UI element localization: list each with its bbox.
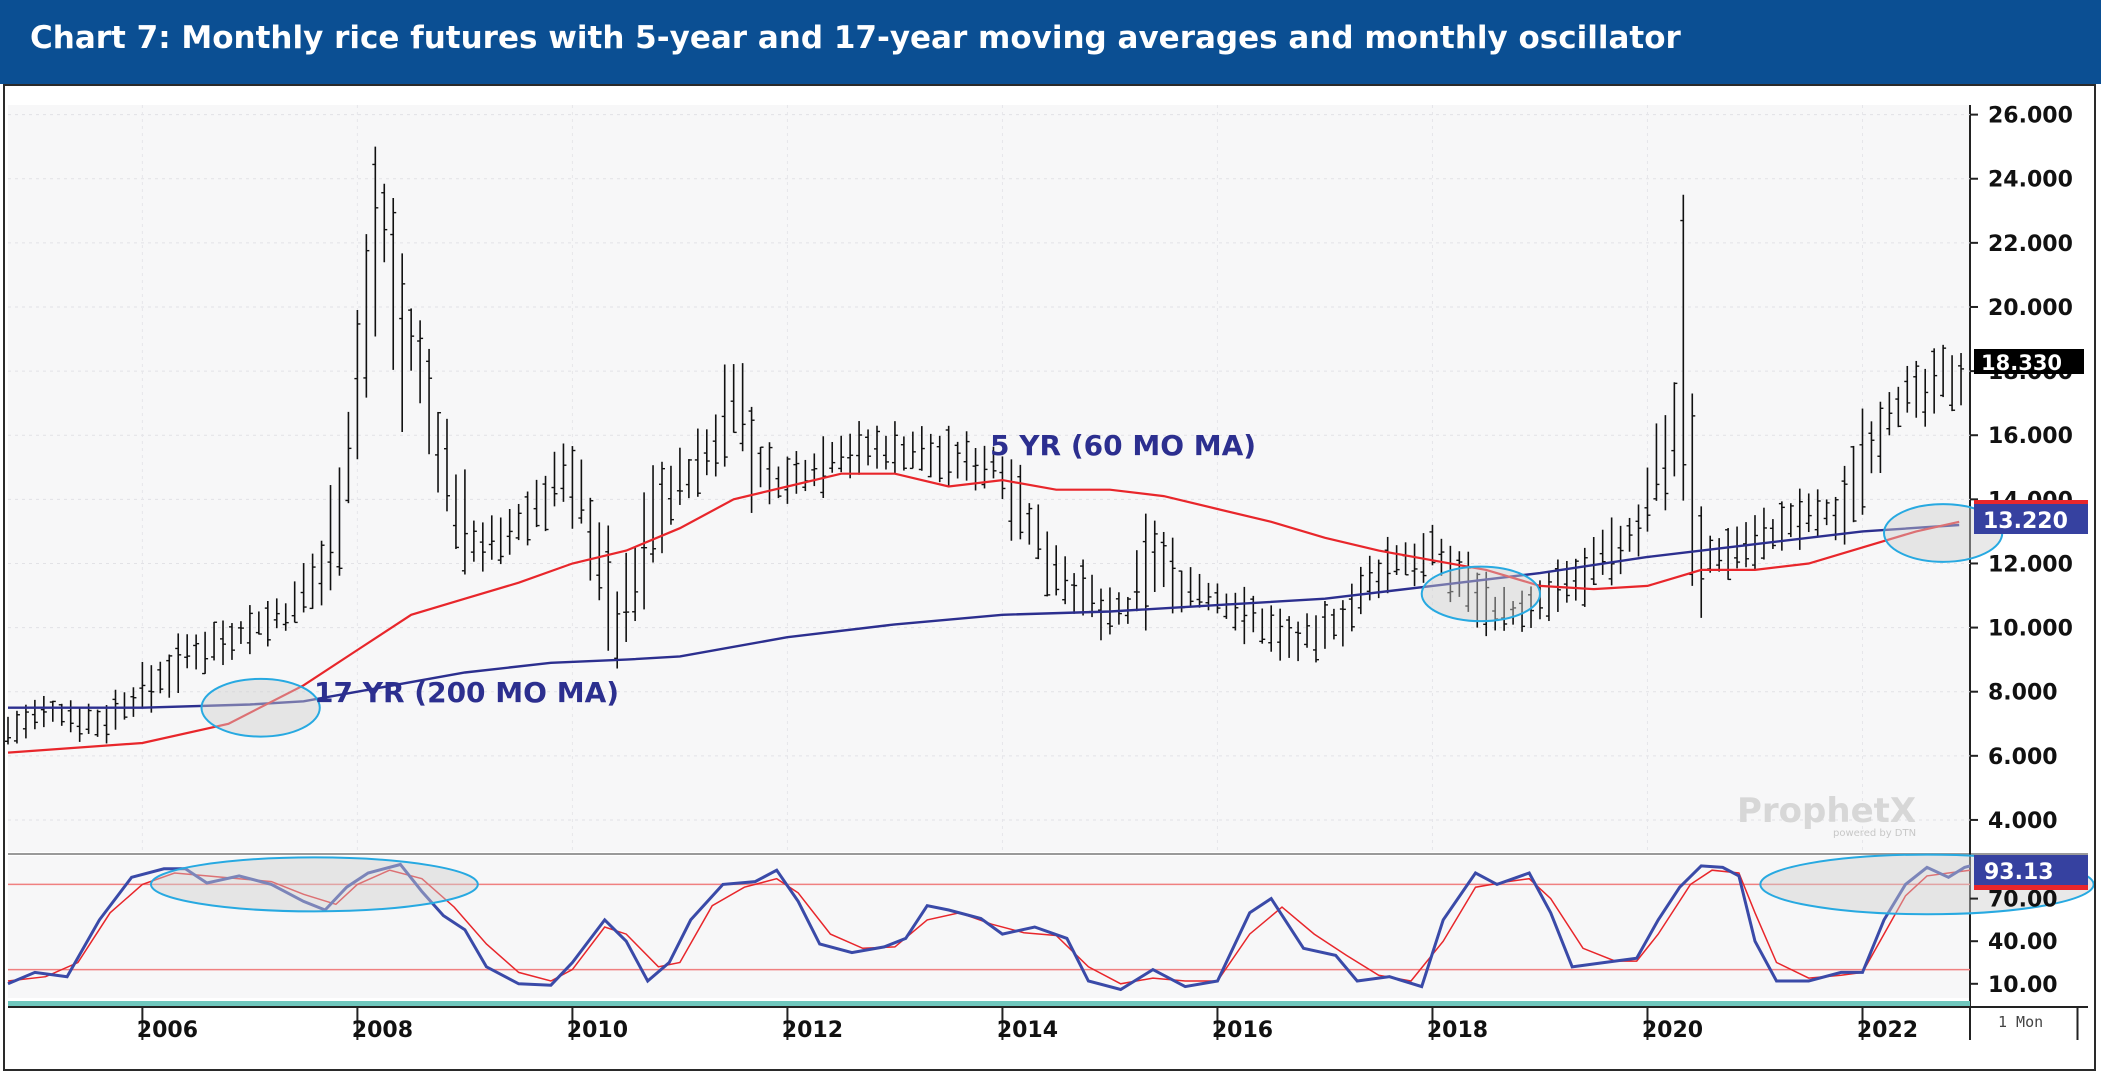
watermark-tagline: powered by DTN — [1833, 828, 1916, 839]
last-price-label: 18.330 — [1981, 351, 2062, 375]
last-price-badge — [1974, 349, 2084, 374]
price-highlight-ellipse — [200, 677, 321, 738]
oscillator-highlight-ellipse — [149, 856, 479, 913]
time-tick-label: 2018 — [1427, 1018, 1488, 1043]
price-tick-label: 6.000 — [1988, 745, 2058, 770]
oscillator-value-label: 93.13 — [1984, 860, 2054, 885]
price-tick-label: 16.000 — [1988, 424, 2073, 449]
price-tick-label: 8.000 — [1988, 681, 2058, 706]
price-tick-label: 12.000 — [1988, 552, 2073, 577]
annotation-5yr-ma: 5 YR (60 MO MA) — [990, 429, 1256, 462]
time-tick-label: 2012 — [782, 1018, 843, 1043]
price-tick-label: 4.000 — [1988, 809, 2058, 834]
oscillator-signal-line — [7, 869, 1971, 985]
oscillator-panel-background — [8, 856, 1970, 998]
oscillator-value-badge — [1974, 855, 2088, 885]
time-tick-label: 2006 — [137, 1018, 198, 1043]
date-strip — [8, 1001, 1970, 1007]
chart-title: Chart 7: Monthly rice futures with 5-yea… — [30, 20, 1681, 56]
ma-17yr-line — [8, 523, 1960, 709]
price-tick-label: 20.000 — [1988, 296, 2073, 321]
timeframe-label: 1 Mon — [1998, 1013, 2043, 1031]
oscillator-value-badge-accent — [1974, 885, 2088, 890]
time-tick-label: 2016 — [1212, 1018, 1273, 1043]
ma-value-badge-accent — [1974, 500, 2088, 504]
watermark-brand: ProphetX — [1737, 791, 1916, 831]
ma-value-badge — [1974, 503, 2088, 534]
time-tick-label: 2022 — [1857, 1018, 1918, 1043]
time-tick-label: 2010 — [567, 1018, 628, 1043]
annotation-17yr-ma: 17 YR (200 MO MA) — [314, 676, 619, 709]
oscillator-tick-label: 70.00 — [1988, 888, 2058, 913]
time-tick-label: 2008 — [352, 1018, 413, 1043]
ma-5yr-line — [7, 472, 1960, 754]
price-tick-label: 10.000 — [1988, 617, 2073, 642]
price-tick-label: 26.000 — [1988, 104, 2073, 129]
time-tick-label: 2014 — [997, 1018, 1058, 1043]
title-bar: Chart 7: Monthly rice futures with 5-yea… — [0, 0, 2101, 84]
price-tick-label: 22.000 — [1988, 232, 2073, 257]
price-highlight-ellipse — [1420, 565, 1541, 623]
oscillator-main-line — [7, 862, 1971, 992]
ma-value-label: 13.220 — [1983, 509, 2068, 534]
price-tick-label: 24.000 — [1988, 168, 2073, 193]
time-tick-label: 2020 — [1642, 1018, 1703, 1043]
oscillator-tick-label: 40.00 — [1988, 930, 2058, 955]
oscillator-tick-label: 10.00 — [1988, 973, 2058, 998]
price-panel-background — [8, 105, 1970, 852]
